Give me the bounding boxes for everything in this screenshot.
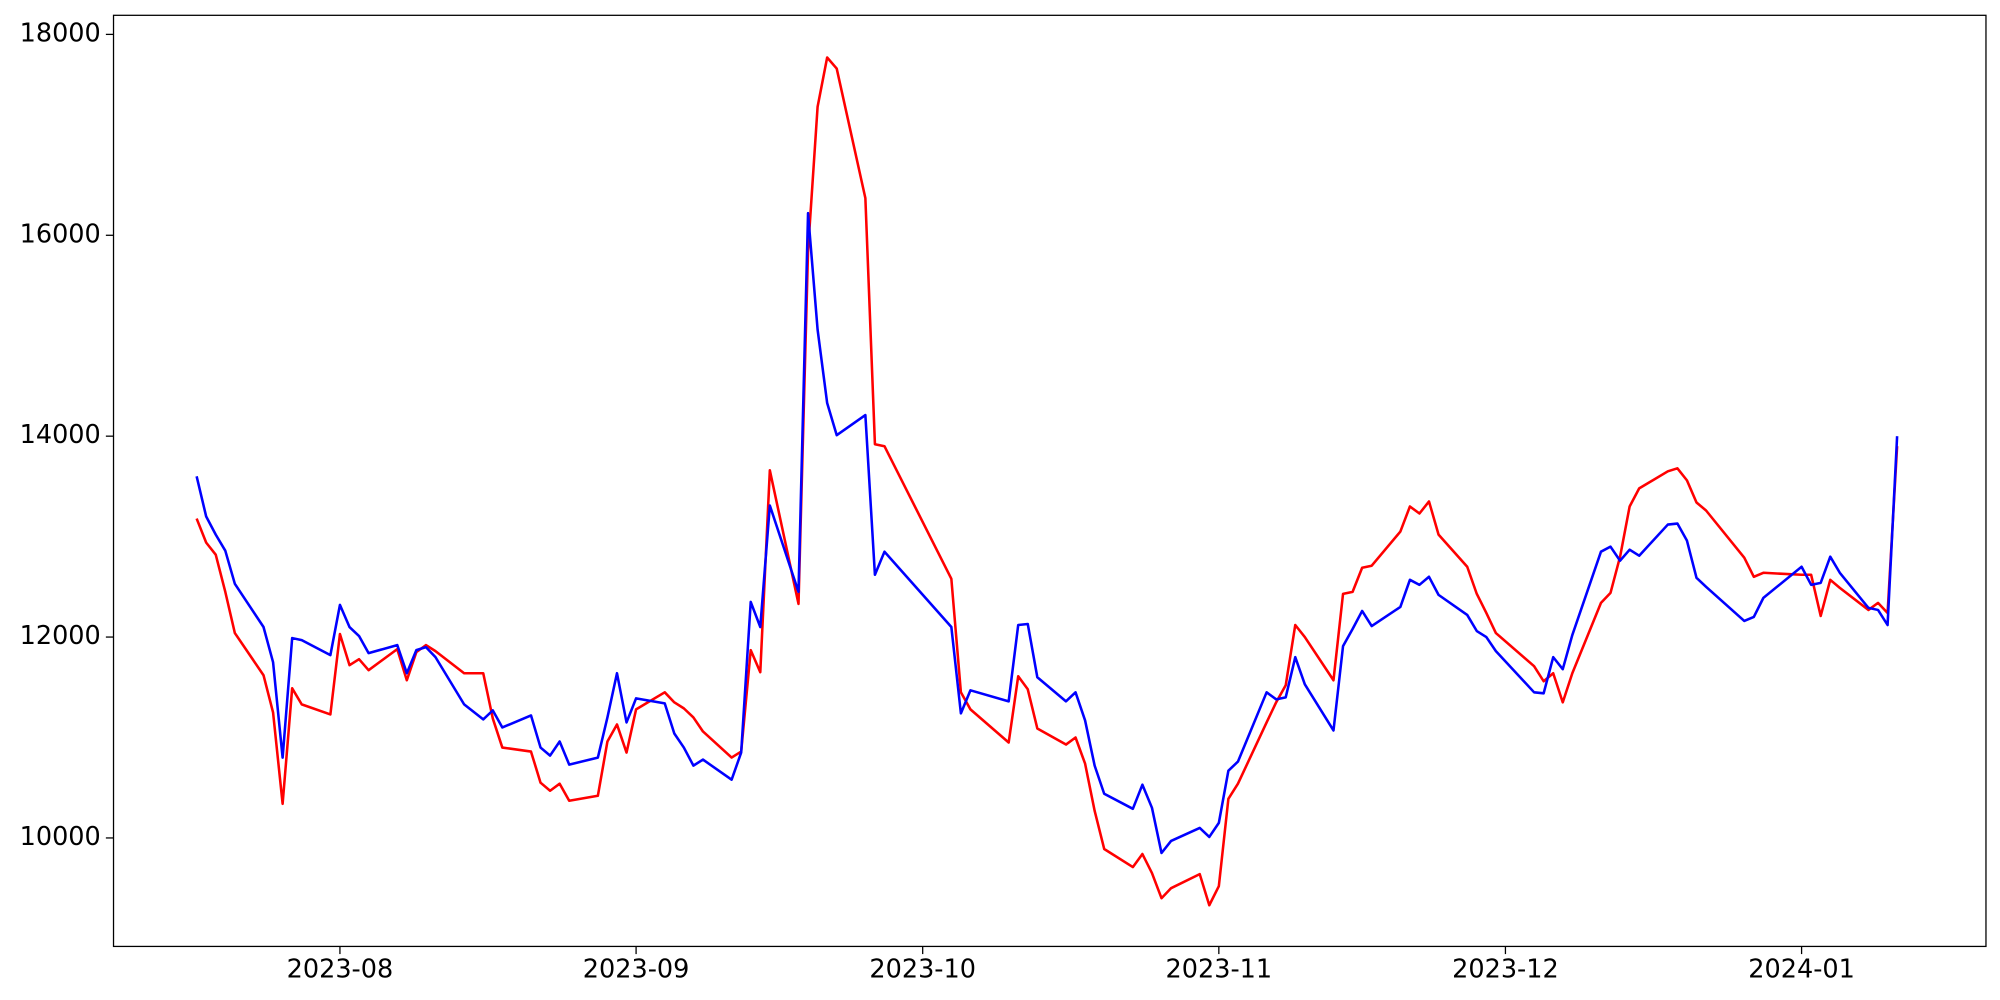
- x-tick-label: 2024-01: [1748, 955, 1855, 985]
- y-tick-label: 10000: [20, 822, 101, 852]
- plot-frame: [112, 14, 1987, 948]
- line-series: [195, 211, 1899, 855]
- x-tick-label: 2023-10: [869, 955, 976, 985]
- line-series: [195, 56, 1899, 907]
- x-tick-label: 2023-08: [287, 955, 394, 985]
- y-tick-label: 12000: [20, 621, 101, 651]
- x-tick-label: 2023-12: [1452, 955, 1559, 985]
- x-tick-label: 2023-09: [583, 955, 690, 985]
- y-tick-label: 18000: [20, 18, 101, 48]
- y-tick-label: 16000: [20, 219, 101, 249]
- x-tick-label: 2023-11: [1166, 955, 1273, 985]
- y-tick-label: 14000: [20, 420, 101, 450]
